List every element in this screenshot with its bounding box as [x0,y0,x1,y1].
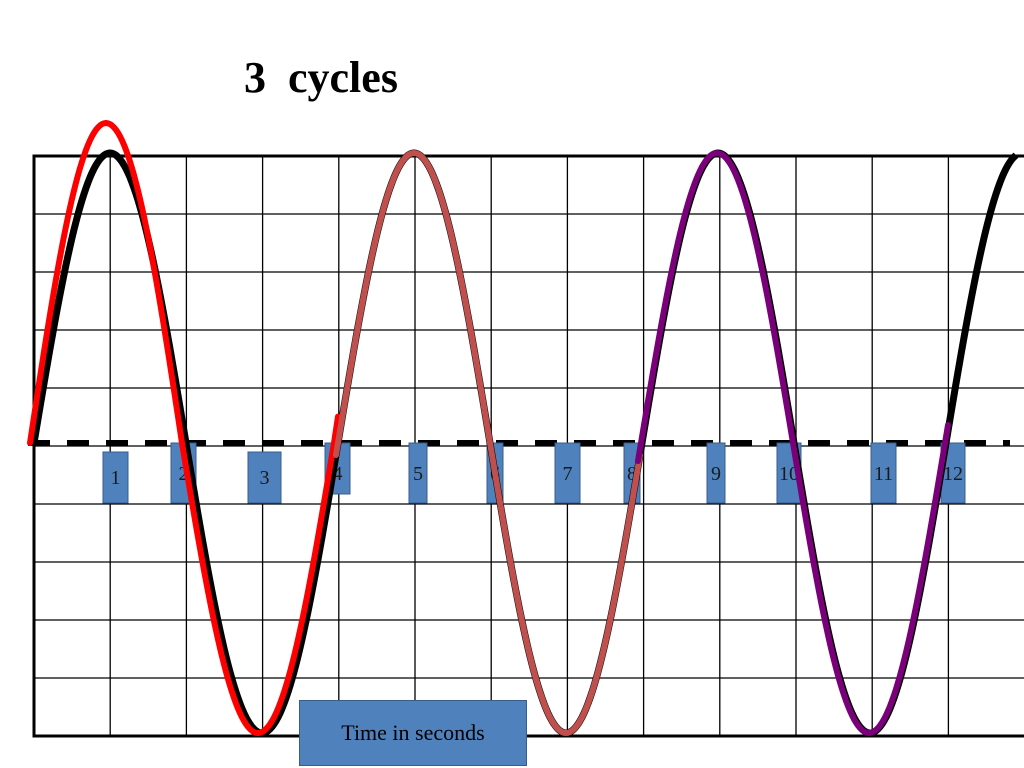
time-marker-5: 5 [408,442,428,504]
time-marker-label: 9 [711,463,721,485]
time-marker-label: 5 [413,463,423,485]
time-in-seconds-label: Time in seconds [299,700,527,766]
time-marker-1: 1 [102,451,129,504]
time-marker-7: 7 [554,442,581,504]
time-marker-11: 11 [870,442,897,504]
time-marker-box [247,451,282,504]
time-marker-label: 2 [179,463,189,485]
time-marker-label: 1 [111,467,121,489]
time-marker-label: 10 [779,463,799,485]
time-marker-9: 9 [706,442,726,504]
waves [27,120,1019,737]
time-marker-label: 8 [627,463,637,485]
time-marker-label: 4 [333,463,343,485]
time-marker-box [706,442,726,504]
time-markers: 1 2 3 4 5 6 7 8 9 10 11 12 [102,442,966,504]
time-marker-label: 7 [563,463,573,485]
cycle-3-wave [635,150,951,736]
time-marker-label: 11 [874,463,893,485]
time-marker-box [408,442,428,504]
time-marker-label: 3 [260,467,270,489]
time-marker-3: 3 [247,451,282,504]
time-marker-box [102,451,129,504]
time-marker-box [554,442,581,504]
time-marker-box [870,442,897,504]
cycle-1-wave [27,120,341,736]
time-marker-label: 12 [943,463,963,485]
cycle-2-wave [333,150,643,736]
diagram-title: 3 cycles [244,53,398,102]
